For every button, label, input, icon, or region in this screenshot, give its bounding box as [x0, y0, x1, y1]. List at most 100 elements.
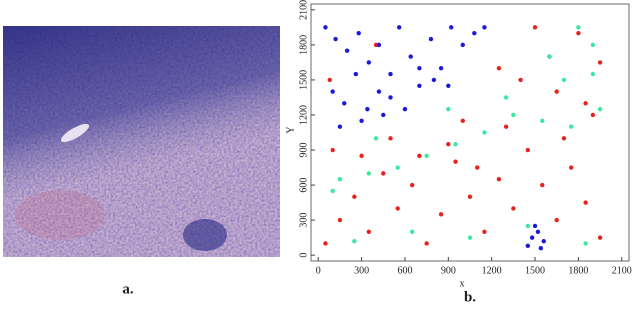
point [554, 217, 559, 223]
point [366, 229, 372, 234]
y-tick-label: 900 [298, 143, 309, 158]
point [583, 101, 588, 106]
y-tick-label: 1800 [298, 35, 309, 55]
point [561, 136, 567, 141]
point [568, 165, 574, 170]
y-tick-label: 1200 [298, 105, 309, 125]
histology-image [3, 26, 280, 257]
panel-label: b. [464, 289, 476, 305]
point [417, 153, 422, 159]
x-tick-label: 900 [441, 265, 456, 276]
point [576, 25, 581, 30]
y-tick-label: 0 [298, 253, 309, 258]
x-tick-label: 600 [397, 265, 412, 276]
point [511, 112, 516, 118]
point [388, 136, 393, 141]
point [583, 200, 588, 205]
point [446, 141, 451, 147]
point [388, 95, 393, 100]
point [482, 130, 487, 135]
point [460, 118, 465, 124]
point [540, 182, 545, 188]
point [446, 106, 451, 112]
point [424, 241, 429, 246]
x-axis-label: x [460, 278, 465, 289]
point [388, 71, 393, 77]
point [323, 25, 328, 30]
point [417, 83, 422, 88]
point [467, 194, 473, 199]
y-tick-label: 2100 [298, 0, 309, 20]
point [344, 48, 350, 53]
point [365, 106, 370, 112]
x-tick-label: 300 [354, 265, 369, 276]
point [337, 217, 343, 223]
point [381, 171, 386, 176]
point [395, 165, 400, 170]
point [525, 243, 531, 249]
point [590, 71, 596, 77]
point [376, 42, 382, 48]
point [482, 229, 487, 234]
point [535, 229, 541, 234]
point [376, 89, 382, 94]
point [330, 147, 335, 153]
point [431, 77, 437, 83]
x-tick-label: 1200 [482, 265, 502, 276]
point [583, 241, 588, 246]
panel-label: a. [122, 281, 134, 297]
point [554, 89, 559, 94]
point [547, 54, 552, 59]
point [561, 77, 567, 83]
point [323, 241, 328, 246]
point [395, 206, 400, 211]
point [511, 206, 516, 211]
point [402, 106, 408, 112]
point [475, 165, 480, 170]
point [453, 141, 458, 147]
point [496, 66, 502, 71]
point [438, 66, 444, 71]
point [356, 31, 361, 36]
point [342, 101, 347, 106]
y-tick-label: 300 [298, 213, 309, 228]
point [576, 31, 581, 36]
point [373, 136, 379, 141]
point [327, 77, 332, 83]
point [568, 124, 574, 129]
x-tick-label: 2100 [612, 265, 632, 276]
x-tick-label: 0 [316, 265, 321, 276]
plot-frame [310, 3, 630, 262]
y-axis-label: Y [285, 126, 296, 133]
point [446, 83, 451, 88]
point [424, 153, 429, 159]
point [597, 60, 603, 65]
point [352, 194, 357, 199]
point [472, 31, 477, 36]
point [409, 182, 415, 188]
point [538, 245, 544, 251]
point [460, 42, 465, 48]
point [597, 106, 603, 112]
point [453, 159, 458, 164]
point [353, 71, 359, 77]
point [381, 112, 386, 118]
x-tick-label: 1500 [525, 265, 545, 276]
point [529, 235, 535, 240]
point [359, 153, 364, 159]
point [359, 118, 364, 124]
point [337, 177, 343, 182]
point [540, 118, 545, 124]
point [525, 147, 531, 153]
point [532, 223, 538, 229]
point [366, 60, 372, 65]
point [438, 212, 444, 217]
point [330, 89, 335, 94]
point [518, 77, 523, 83]
point [541, 238, 546, 244]
y-tick-label: 600 [298, 178, 309, 193]
point [532, 25, 538, 30]
y-tick-label: 1500 [298, 70, 309, 90]
point [366, 171, 372, 176]
